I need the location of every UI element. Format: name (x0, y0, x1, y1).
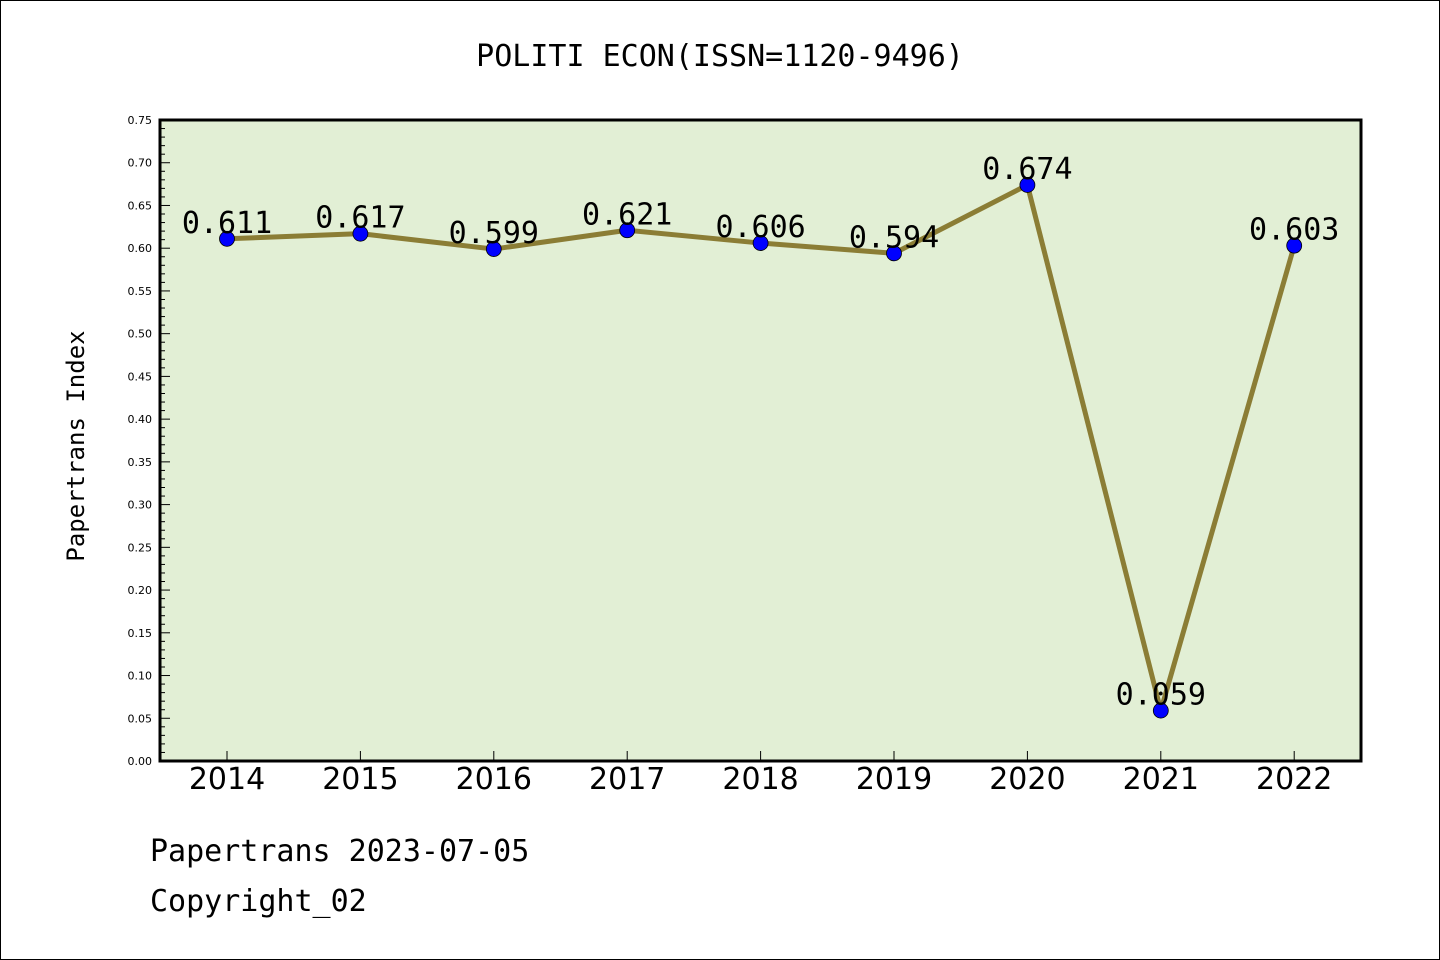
y-tick-label: 0.35 (128, 456, 153, 469)
series-layer (219, 177, 1303, 719)
y-tick-label: 0.05 (128, 712, 153, 725)
chart-title: POLITI ECON(ISSN=1120-9496) (476, 39, 964, 74)
data-label: 0.599 (449, 216, 539, 251)
footer-date: Papertrans 2023-07-05 (150, 834, 530, 869)
x-tick-label: 2017 (589, 762, 665, 797)
x-tick-label: 2022 (1256, 762, 1332, 797)
y-tick-label: 0.75 (128, 114, 153, 127)
data-point (1019, 177, 1036, 193)
x-tick-label: 2021 (1123, 762, 1199, 797)
data-label: 0.603 (1249, 213, 1339, 248)
data-label: 0.611 (182, 206, 272, 241)
y-tick-label: 0.55 (128, 285, 153, 298)
x-tick-label: 2016 (456, 762, 532, 797)
y-tick-label: 0.70 (128, 157, 153, 170)
plot-border (158, 118, 1363, 763)
data-point (485, 241, 502, 257)
data-label: 0.617 (315, 201, 405, 236)
y-tick-label: 0.20 (128, 584, 153, 597)
y-tick-label: 0.65 (128, 199, 153, 212)
data-point (219, 230, 235, 247)
data-point (1152, 702, 1169, 719)
data-label: 0.059 (1116, 678, 1206, 713)
x-tick-label: 2020 (989, 762, 1065, 797)
y-tick-label: 0.45 (128, 370, 153, 383)
data-point (752, 235, 769, 251)
y-axis: 0.00 0.05 0.10 0.15 0.20 0.25 0.30 0.35 0.40 0.45… (128, 114, 170, 768)
x-tick-label: 2019 (856, 762, 932, 797)
data-point (619, 222, 636, 239)
x-tick-label: 2014 (189, 762, 265, 797)
y-tick-label: 0.30 (128, 499, 153, 512)
x-axis: 2014 2015 2016 2017 2018 2019 2020 2021 2022 (189, 751, 1332, 797)
data-point (1286, 237, 1303, 254)
y-tick-label: 0.25 (128, 541, 153, 554)
x-tick-label: 2018 (722, 762, 798, 797)
data-labels: 0.611 0.617 0.599 0.621 0.606 0.594 0.674 0.059… (182, 152, 1340, 713)
y-tick-label: 0.00 (128, 755, 153, 768)
data-label: 0.674 (982, 152, 1072, 187)
y-axis-label: Papertrans Index (62, 330, 90, 561)
data-point (352, 225, 369, 242)
data-label: 0.606 (715, 210, 805, 245)
y-tick-label: 0.10 (128, 670, 153, 683)
footer-copyright: Copyright_02 (150, 884, 367, 919)
y-tick-label: 0.60 (128, 242, 153, 255)
data-label: 0.594 (849, 220, 939, 255)
x-tick-label: 2015 (322, 762, 398, 797)
y-tick-label: 0.40 (128, 413, 153, 426)
y-tick-label: 0.50 (128, 328, 153, 341)
data-label: 0.621 (582, 197, 672, 232)
y-tick-label: 0.15 (128, 627, 153, 640)
data-point (886, 245, 902, 262)
